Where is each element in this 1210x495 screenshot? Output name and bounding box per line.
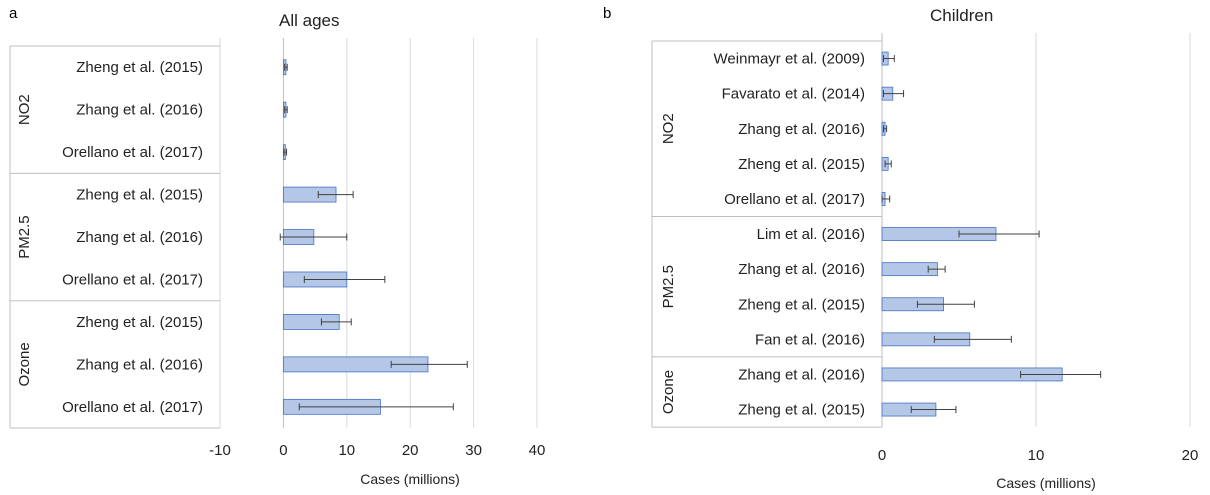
- children-x-tick-label: 0: [878, 447, 886, 464]
- all-ages-group-label: Ozone: [16, 342, 33, 386]
- children-x-tick-label: 20: [1182, 447, 1199, 464]
- children-row-label: Zheng et al. (2015): [738, 156, 865, 173]
- all-ages-x-tick-label: 0: [279, 442, 287, 459]
- all-ages-row-label: Zheng et al. (2015): [76, 59, 203, 76]
- children-title: Children: [930, 6, 993, 25]
- children-row-label: Zhang et al. (2016): [738, 121, 865, 138]
- children-row-label: Zhang et al. (2016): [738, 366, 865, 383]
- all-ages-group-label: PM2.5: [16, 215, 33, 258]
- all-ages-x-tick-label: 10: [338, 442, 355, 459]
- children-row-label: Zheng et al. (2015): [738, 402, 865, 419]
- chart-children: Children 0 10 20 Cases (millions) NO2 Weinmayr…: [651, 6, 1199, 491]
- all-ages-x-tick-label: 20: [402, 442, 419, 459]
- children-row-label: Favarato et al. (2014): [722, 86, 865, 103]
- children-row-label: Orellano et al. (2017): [724, 191, 865, 208]
- all-ages-row-label: Orellano et al. (2017): [62, 399, 203, 416]
- panel-label-b: b: [603, 5, 611, 22]
- all-ages-row-label: Zhang et al. (2016): [76, 356, 203, 373]
- children-x-axis-label: Cases (millions): [996, 475, 1096, 491]
- children-row-label: Zhang et al. (2016): [738, 261, 865, 278]
- all-ages-row-label: Orellano et al. (2017): [62, 271, 203, 288]
- all-ages-group-label: NO2: [16, 94, 33, 125]
- all-ages-x-tick-label: 40: [529, 442, 546, 459]
- children-row-label: Fan et al. (2016): [755, 331, 865, 348]
- all-ages-title: All ages: [279, 11, 339, 30]
- all-ages-row-label: Zheng et al. (2015): [76, 314, 203, 331]
- all-ages-x-tick-label: 30: [465, 442, 482, 459]
- children-row-label: Weinmayr et al. (2009): [714, 51, 865, 68]
- all-ages-x-axis-label: Cases (millions): [360, 471, 460, 487]
- children-row-label: Zheng et al. (2015): [738, 296, 865, 313]
- all-ages-row-label: Zheng et al. (2015): [76, 187, 203, 204]
- children-row-label: Lim et al. (2016): [757, 226, 865, 243]
- panel-label-a: a: [9, 5, 18, 22]
- children-x-tick-label: 10: [1028, 447, 1045, 464]
- children-group-label: PM2.5: [660, 265, 677, 308]
- chart-all-ages: All ages -10 0 10 20 30 40 Cases (millions) NO2 Z…: [9, 11, 546, 487]
- children-group-label: Ozone: [660, 370, 677, 414]
- all-ages-row-label: Zhang et al. (2016): [76, 102, 203, 119]
- all-ages-row-label: Orellano et al. (2017): [62, 144, 203, 161]
- children-group-label: NO2: [660, 113, 677, 144]
- all-ages-row-label: Zhang et al. (2016): [76, 229, 203, 246]
- all-ages-x-tick-label: -10: [209, 442, 231, 459]
